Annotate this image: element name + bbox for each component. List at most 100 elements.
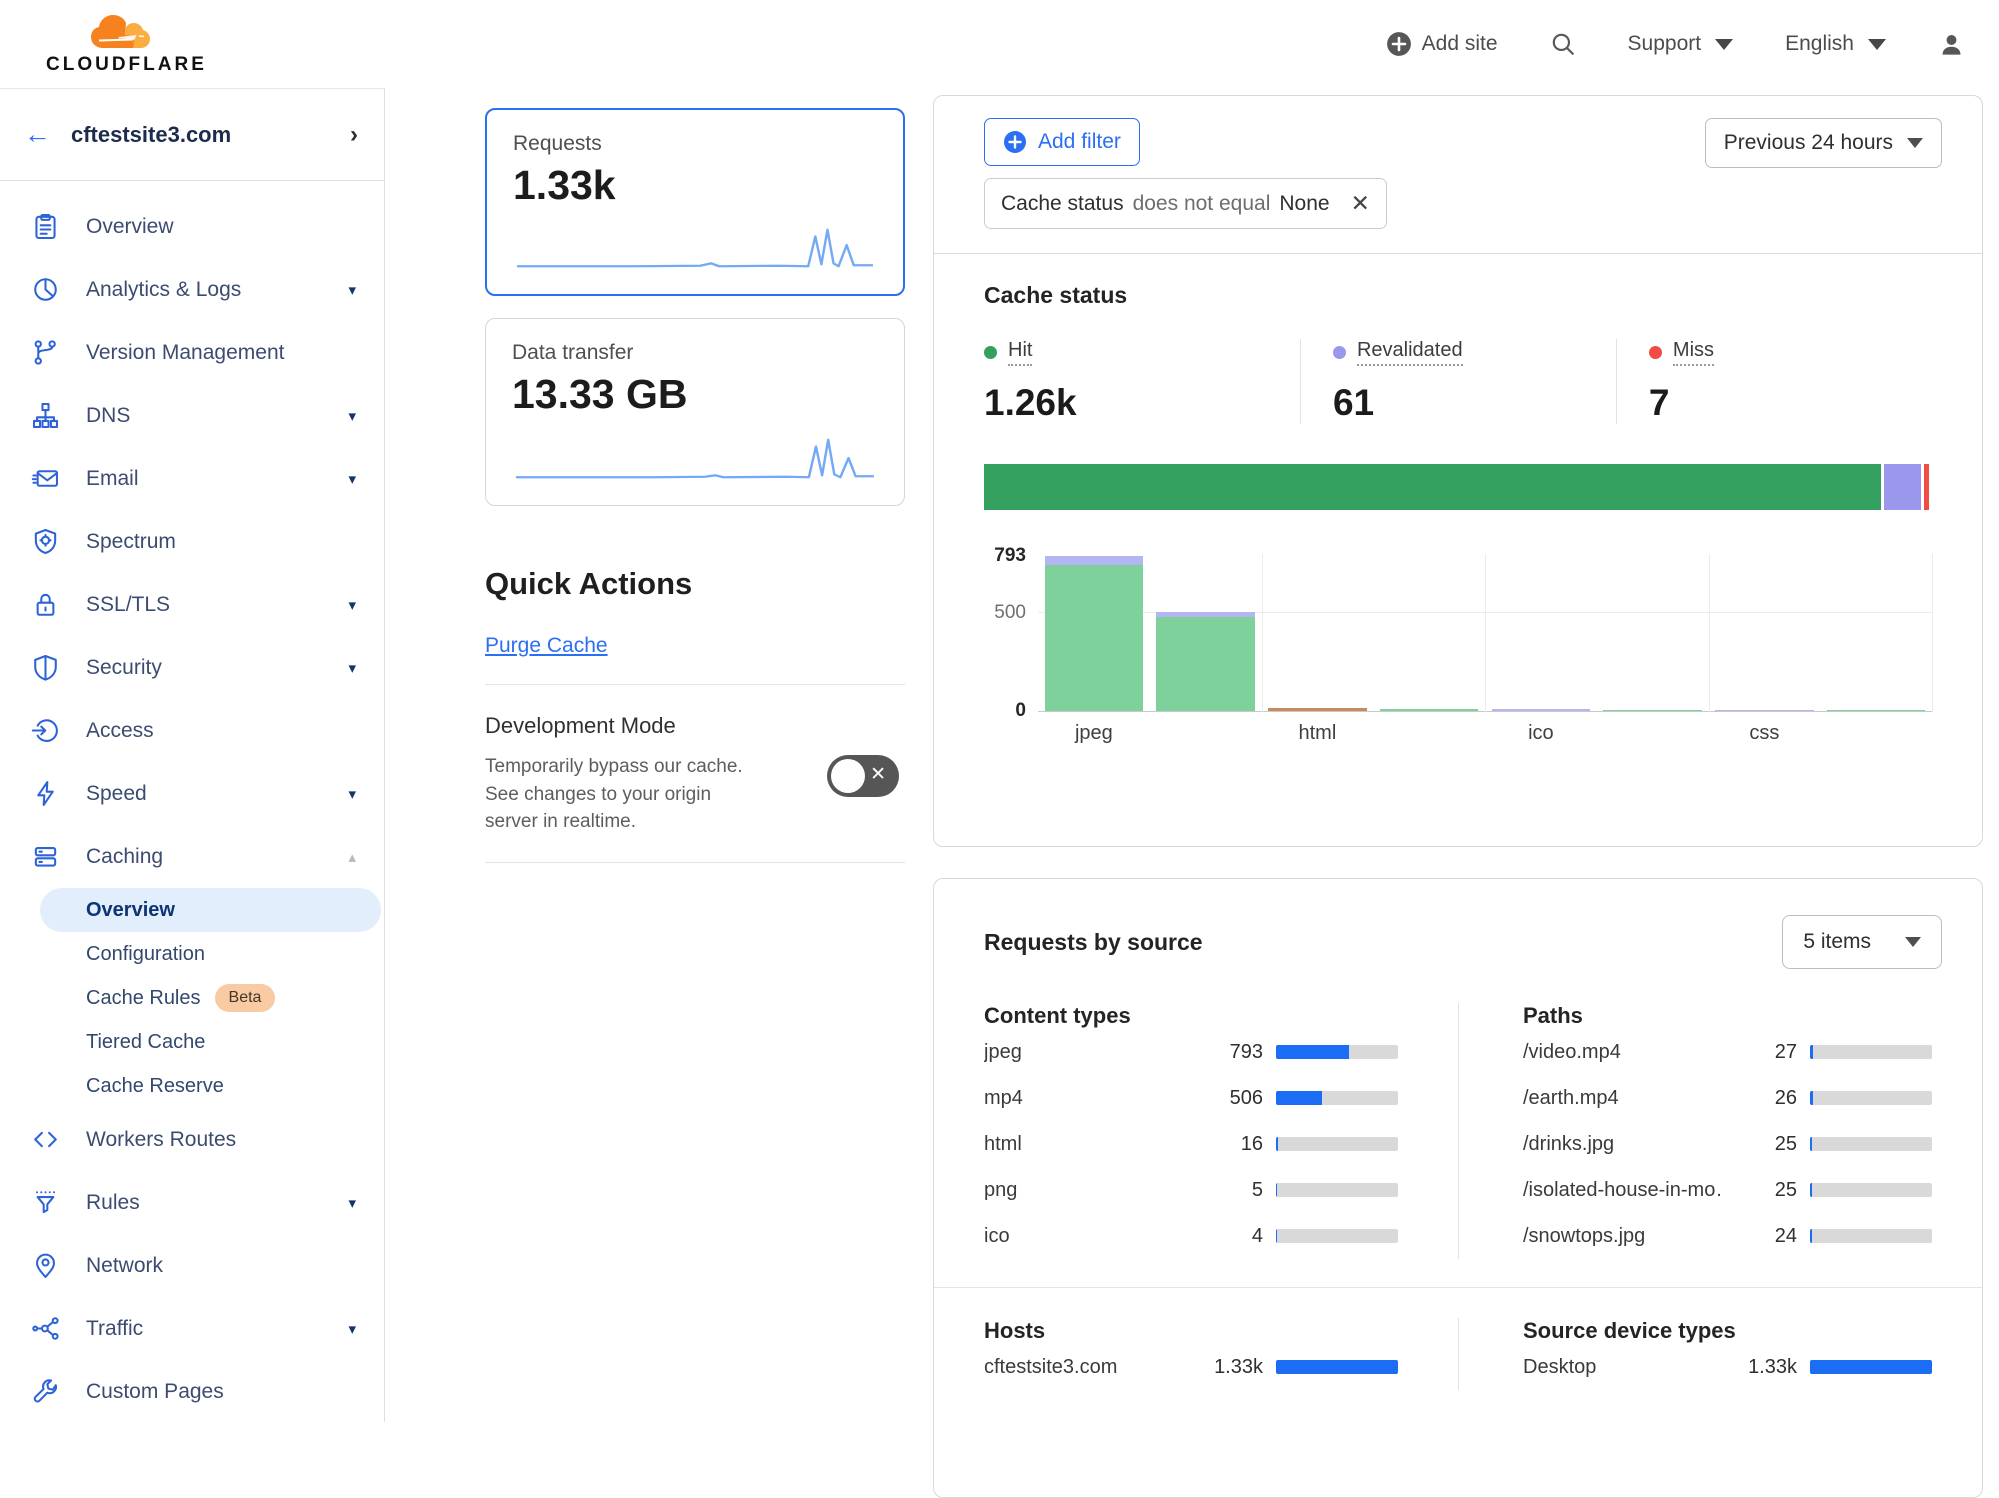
language-menu[interactable]: English	[1785, 32, 1886, 56]
add-filter-button[interactable]: Add filter	[984, 118, 1140, 166]
sidebar-item-label: DNS	[86, 404, 130, 428]
sidebar-item-overview[interactable]: Overview	[0, 195, 384, 258]
row-name: cftestsite3.com	[984, 1356, 1189, 1379]
sidebar-subitem-cache-rules[interactable]: Cache Rules Beta	[0, 976, 381, 1020]
table-row[interactable]: cftestsite3.com 1.33k	[984, 1344, 1398, 1390]
chevron-down-icon: ▾	[348, 659, 356, 677]
sidebar-item-dns[interactable]: DNS ▾	[0, 384, 384, 447]
lightning-icon	[30, 779, 60, 809]
hit-value: 1.26k	[984, 382, 1300, 424]
account-menu[interactable]	[1938, 31, 1965, 58]
site-switcher-chevron-icon[interactable]: ›	[350, 121, 358, 149]
toggle-off-x-icon: ✕	[870, 763, 886, 786]
bars	[1038, 554, 1932, 711]
row-name: /video.mp4	[1523, 1041, 1723, 1064]
development-mode-toggle[interactable]: ✕	[827, 755, 899, 797]
row-bar	[1276, 1229, 1398, 1243]
sidebar-subitem-caching-overview[interactable]: Overview	[40, 888, 381, 932]
table-row[interactable]: ico 4	[984, 1213, 1398, 1259]
stat-revalidated: Revalidated 61	[1300, 339, 1616, 424]
sidebar-subitem-tiered-cache[interactable]: Tiered Cache	[0, 1020, 381, 1064]
sidebar-item-security[interactable]: Security ▾	[0, 636, 384, 699]
remove-filter-icon[interactable]: ✕	[1351, 190, 1370, 217]
sidebar-item-custom-pages[interactable]: Custom Pages	[0, 1360, 384, 1423]
sidebar-item-email[interactable]: Email ▾	[0, 447, 384, 510]
table-row[interactable]: mp4 506	[984, 1075, 1398, 1121]
row-name: /earth.mp4	[1523, 1087, 1723, 1110]
sidebar-subitem-cache-reserve[interactable]: Cache Reserve	[0, 1064, 381, 1108]
sidebar-item-label: Version Management	[86, 341, 284, 365]
sidebar-item-caching[interactable]: Caching ▴	[0, 825, 384, 888]
purge-cache-link[interactable]: Purge Cache	[485, 634, 608, 658]
row-bar	[1276, 1360, 1398, 1374]
search-icon	[1550, 31, 1576, 57]
bar-mp4[interactable]	[1150, 554, 1262, 711]
cache-status-stats: Hit 1.26k Revalidated 61 Miss 7	[984, 339, 1932, 424]
row-name: png	[984, 1179, 1189, 1202]
sidebar-item-version-management[interactable]: Version Management	[0, 321, 384, 384]
support-menu[interactable]: Support	[1628, 32, 1734, 56]
shield-icon	[30, 653, 60, 683]
table-row[interactable]: Desktop 1.33k	[1523, 1344, 1932, 1390]
chevron-down-icon: ▾	[348, 596, 356, 614]
sidebar-item-label: Security	[86, 656, 162, 680]
hit-label[interactable]: Hit	[1008, 339, 1032, 366]
table-row[interactable]: /drinks.jpg 25	[1523, 1121, 1932, 1167]
search-button[interactable]	[1550, 31, 1576, 57]
sidebar-item-spectrum[interactable]: Spectrum	[0, 510, 384, 573]
bar-unlabeled[interactable]	[1597, 554, 1709, 711]
sidebar-subitem-configuration[interactable]: Configuration	[0, 932, 381, 976]
revalidated-label[interactable]: Revalidated	[1357, 339, 1463, 366]
hosts-title: Hosts	[984, 1318, 1398, 1344]
row-name: jpeg	[984, 1041, 1189, 1064]
table-row[interactable]: /isolated-house-in-mo… 25	[1523, 1167, 1932, 1213]
requests-metric-card[interactable]: Requests 1.33k	[485, 108, 905, 296]
bar-ico[interactable]	[1485, 554, 1597, 711]
miss-label[interactable]: Miss	[1673, 339, 1714, 366]
bar-jpeg[interactable]	[1038, 554, 1150, 711]
sidebar-item-workers-routes[interactable]: Workers Routes	[0, 1108, 384, 1171]
row-bar	[1810, 1137, 1932, 1151]
row-name: /isolated-house-in-mo…	[1523, 1179, 1723, 1202]
time-range-dropdown[interactable]: Previous 24 hours	[1705, 118, 1942, 168]
sidebar-item-rules[interactable]: Rules ▾	[0, 1171, 384, 1234]
table-row[interactable]: /video.mp4 27	[1523, 1029, 1932, 1075]
row-name: /drinks.jpg	[1523, 1133, 1723, 1156]
gridline	[1932, 554, 1933, 712]
add-site-button[interactable]: Add site	[1386, 31, 1498, 57]
brand-wordmark: CLOUDFLARE	[46, 54, 207, 76]
stacked-bar-revalidated-segment	[1884, 464, 1921, 510]
development-mode-description: Temporarily bypass our cache. See change…	[485, 753, 765, 836]
table-row[interactable]: jpeg 793	[984, 1029, 1398, 1075]
sidebar-item-network[interactable]: Network	[0, 1234, 384, 1297]
time-range-label: Previous 24 hours	[1724, 131, 1893, 155]
revalidated-dot-icon	[1333, 346, 1346, 359]
items-count-dropdown[interactable]: 5 items	[1782, 915, 1942, 969]
bar-segment-hit	[1156, 617, 1254, 711]
sidebar-item-speed[interactable]: Speed ▾	[0, 762, 384, 825]
bar-css[interactable]	[1709, 554, 1821, 711]
content-types-column: Content types jpeg 793 mp4 506 html 16 p…	[984, 1003, 1458, 1259]
back-arrow-icon[interactable]: ←	[24, 119, 51, 150]
sidebar-item-access[interactable]: Access	[0, 699, 384, 762]
sidebar-item-ssl-tls[interactable]: SSL/TLS ▾	[0, 573, 384, 636]
bar-unlabeled[interactable]	[1820, 554, 1932, 711]
filter-chip[interactable]: Cache status does not equal None ✕	[984, 178, 1387, 229]
sidebar-nav: Overview Analytics & Logs ▾ Version Mana…	[0, 181, 384, 1423]
table-row[interactable]: html 16	[984, 1121, 1398, 1167]
data-transfer-metric-card[interactable]: Data transfer 13.33 GB	[485, 318, 905, 506]
sidebar-item-label: Workers Routes	[86, 1128, 236, 1152]
cloudflare-logo[interactable]: CLOUDFLARE	[46, 12, 207, 76]
bar-png[interactable]	[1373, 554, 1485, 711]
hosts-column: Hosts cftestsite3.com 1.33k	[984, 1318, 1458, 1390]
table-row[interactable]: /snowtops.jpg 24	[1523, 1213, 1932, 1259]
development-mode-block: Development Mode Temporarily bypass our …	[485, 713, 905, 863]
bar-html[interactable]	[1262, 554, 1374, 711]
table-row[interactable]: png 5	[984, 1167, 1398, 1213]
lock-icon	[30, 590, 60, 620]
data-transfer-label: Data transfer	[512, 341, 878, 365]
sidebar-item-analytics-logs[interactable]: Analytics & Logs ▾	[0, 258, 384, 321]
table-row[interactable]: /earth.mp4 26	[1523, 1075, 1932, 1121]
sidebar-item-traffic[interactable]: Traffic ▾	[0, 1297, 384, 1360]
chevron-down-icon: ▾	[348, 1320, 356, 1338]
